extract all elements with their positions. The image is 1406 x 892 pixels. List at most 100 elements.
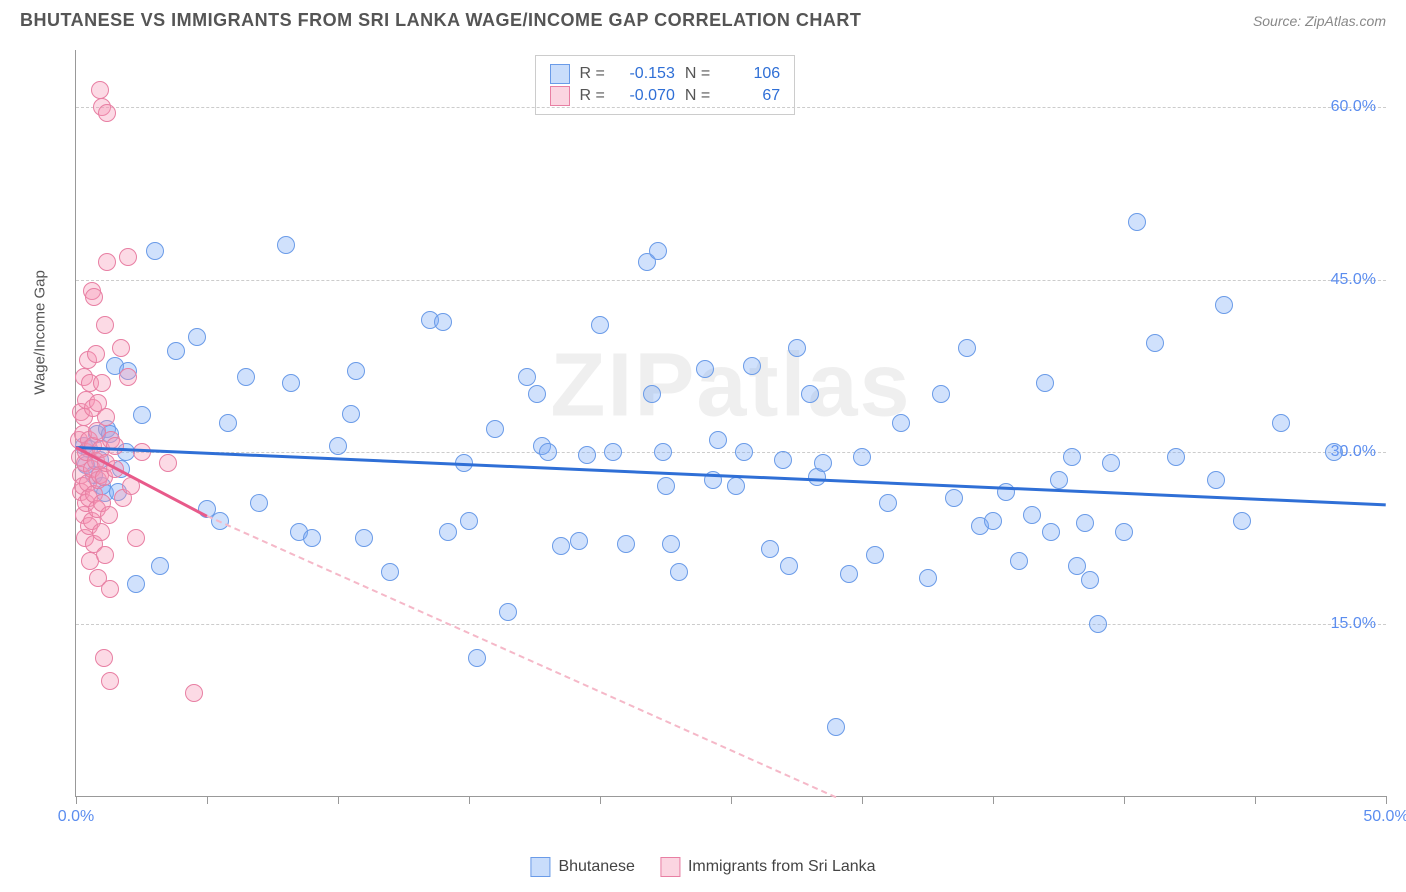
data-point	[127, 529, 145, 547]
stats-n-label: N =	[685, 87, 710, 105]
x-tick	[1255, 796, 1256, 804]
data-point	[98, 253, 116, 271]
data-point	[1207, 471, 1225, 489]
data-point	[185, 684, 203, 702]
data-point	[774, 451, 792, 469]
data-point	[932, 385, 950, 403]
trend-line	[207, 515, 837, 798]
data-point	[106, 437, 124, 455]
data-point	[486, 420, 504, 438]
data-point	[347, 362, 365, 380]
data-point	[167, 342, 185, 360]
data-point	[237, 368, 255, 386]
data-point	[1146, 334, 1164, 352]
chart-legend: Bhutanese Immigrants from Sri Lanka	[530, 857, 875, 877]
data-point	[98, 104, 116, 122]
data-point	[604, 443, 622, 461]
data-point	[93, 374, 111, 392]
x-tick	[993, 796, 994, 804]
x-tick	[1124, 796, 1125, 804]
data-point	[1215, 296, 1233, 314]
data-point	[381, 563, 399, 581]
y-tick-label: 60.0%	[1331, 98, 1376, 116]
stats-n-label: N =	[685, 65, 710, 83]
gridline	[76, 624, 1386, 625]
data-point	[1023, 506, 1041, 524]
stats-row-series1: R = -0.153 N = 106	[550, 64, 781, 84]
swatch-icon	[660, 857, 680, 877]
data-point	[219, 414, 237, 432]
stats-r-value-2: -0.070	[615, 87, 675, 105]
data-point	[1102, 454, 1120, 472]
data-point	[984, 512, 1002, 530]
data-point	[761, 540, 779, 558]
data-point	[1010, 552, 1028, 570]
gridline	[76, 452, 1386, 453]
data-point	[879, 494, 897, 512]
data-point	[657, 477, 675, 495]
data-point	[814, 454, 832, 472]
data-point	[85, 288, 103, 306]
data-point	[1036, 374, 1054, 392]
data-point	[342, 405, 360, 423]
data-point	[127, 575, 145, 593]
chart-area: Wage/Income Gap ZIPatlas R = -0.153 N = …	[50, 50, 1386, 822]
data-point	[617, 535, 635, 553]
data-point	[1167, 448, 1185, 466]
stats-n-value-2: 67	[720, 87, 780, 105]
y-tick-label: 45.0%	[1331, 271, 1376, 289]
data-point	[518, 368, 536, 386]
scatter-plot: ZIPatlas R = -0.153 N = 106 R = -0.070 N…	[75, 50, 1386, 797]
data-point	[92, 523, 110, 541]
data-point	[1063, 448, 1081, 466]
data-point	[578, 446, 596, 464]
x-tick-label: 0.0%	[58, 808, 94, 826]
data-point	[853, 448, 871, 466]
data-point	[119, 248, 137, 266]
data-point	[499, 603, 517, 621]
data-point	[958, 339, 976, 357]
legend-label-1: Bhutanese	[558, 858, 635, 876]
data-point	[188, 328, 206, 346]
data-point	[919, 569, 937, 587]
data-point	[1081, 571, 1099, 589]
data-point	[101, 672, 119, 690]
x-tick	[862, 796, 863, 804]
stats-r-value-1: -0.153	[615, 65, 675, 83]
stats-r-label: R =	[580, 87, 605, 105]
data-point	[439, 523, 457, 541]
data-point	[159, 454, 177, 472]
x-tick	[207, 796, 208, 804]
data-point	[552, 537, 570, 555]
data-point	[468, 649, 486, 667]
data-point	[250, 494, 268, 512]
data-point	[539, 443, 557, 461]
data-point	[743, 357, 761, 375]
data-point	[570, 532, 588, 550]
data-point	[1050, 471, 1068, 489]
y-axis-label: Wage/Income Gap	[32, 270, 49, 395]
gridline	[76, 107, 1386, 108]
data-point	[780, 557, 798, 575]
data-point	[654, 443, 672, 461]
chart-header: BHUTANESE VS IMMIGRANTS FROM SRI LANKA W…	[0, 0, 1406, 36]
data-point	[119, 368, 137, 386]
data-point	[892, 414, 910, 432]
swatch-icon	[550, 64, 570, 84]
gridline	[76, 280, 1386, 281]
data-point	[945, 489, 963, 507]
data-point	[101, 580, 119, 598]
data-point	[1042, 523, 1060, 541]
stats-n-value-1: 106	[720, 65, 780, 83]
data-point	[662, 535, 680, 553]
data-point	[151, 557, 169, 575]
stats-r-label: R =	[580, 65, 605, 83]
data-point	[528, 385, 546, 403]
data-point	[827, 718, 845, 736]
data-point	[1115, 523, 1133, 541]
x-tick	[76, 796, 77, 804]
legend-item-1: Bhutanese	[530, 857, 635, 877]
data-point	[146, 242, 164, 260]
data-point	[282, 374, 300, 392]
data-point	[1325, 443, 1343, 461]
